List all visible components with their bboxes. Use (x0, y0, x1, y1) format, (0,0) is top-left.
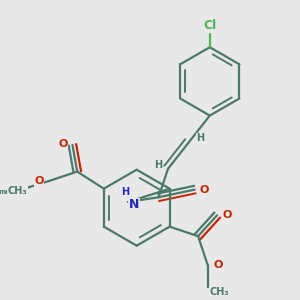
Text: CH₃: CH₃ (209, 287, 229, 297)
Text: Cl: Cl (203, 19, 216, 32)
Text: N: N (129, 198, 139, 211)
Text: O: O (213, 260, 223, 270)
Text: H: H (196, 134, 204, 143)
Text: O: O (34, 176, 44, 186)
Text: CH₃: CH₃ (8, 186, 27, 196)
Text: O: O (223, 210, 232, 220)
Text: methyl: methyl (0, 188, 26, 194)
Text: O: O (200, 184, 209, 195)
Text: H: H (121, 187, 129, 196)
Text: O: O (58, 139, 68, 149)
Text: H: H (154, 160, 163, 170)
